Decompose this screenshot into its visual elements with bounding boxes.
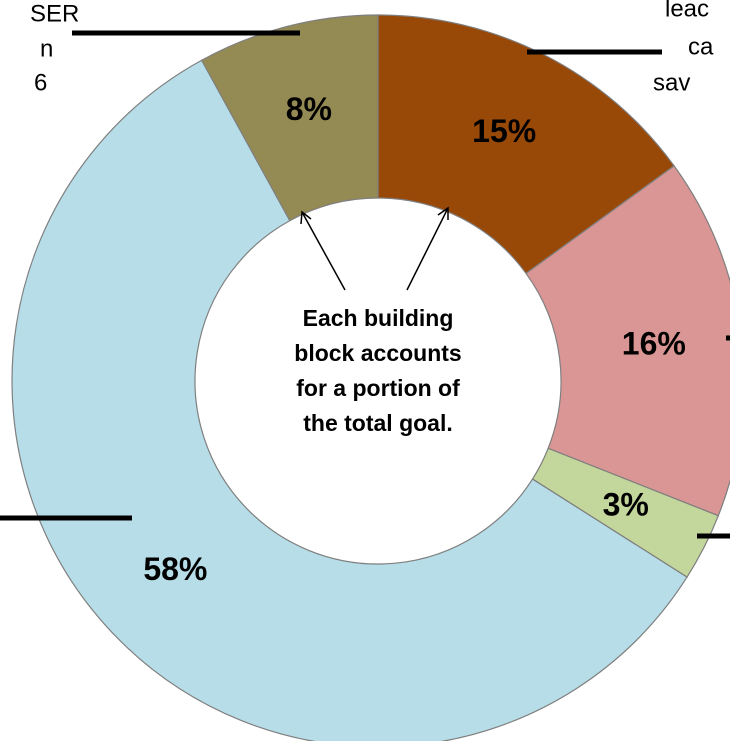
center-text: for a portion of <box>296 375 460 401</box>
data-label: 16% <box>622 326 686 362</box>
annotation: SER <box>30 0 79 27</box>
arrow-head <box>437 206 449 220</box>
slices <box>11 14 730 741</box>
arrow <box>406 207 449 291</box>
annotation: leac <box>665 0 709 22</box>
center-text: block accounts <box>294 340 461 366</box>
slice <box>525 165 730 517</box>
arrows <box>300 206 449 291</box>
leader-lines <box>0 30 730 539</box>
center-text: the total goal. <box>303 410 453 436</box>
slice <box>11 59 688 741</box>
slice <box>200 14 379 222</box>
annotation: ca <box>688 33 714 60</box>
data-label: 8% <box>286 91 332 127</box>
data-label: 58% <box>143 551 207 587</box>
data-label: 15% <box>472 113 536 149</box>
arrow <box>301 211 346 291</box>
annotation: 6 <box>34 69 47 96</box>
annotation: sav <box>653 69 690 96</box>
data-label: 3% <box>603 487 649 523</box>
center-text: Each building <box>303 305 454 331</box>
slice <box>377 14 675 275</box>
annotation: n <box>40 35 53 62</box>
arrow-head <box>300 210 312 225</box>
